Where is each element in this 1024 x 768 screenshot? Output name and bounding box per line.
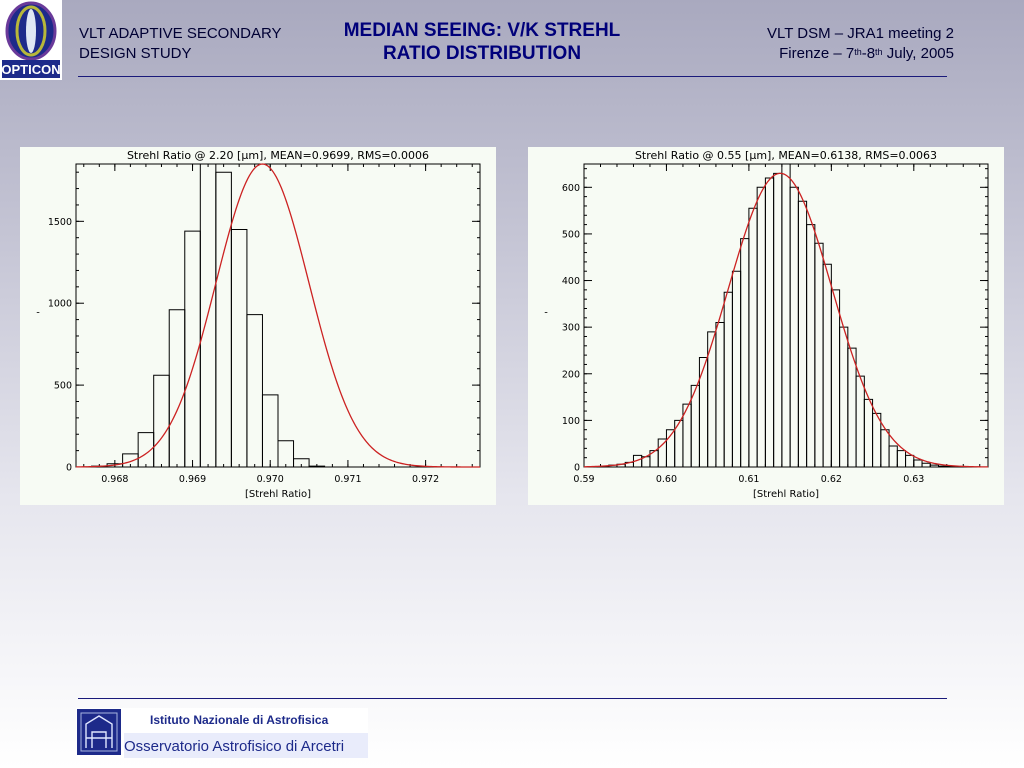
histogram-bin bbox=[855, 375, 865, 467]
histogram-bin bbox=[830, 289, 841, 467]
histogram-bin bbox=[896, 450, 907, 467]
header-right-sup1: th bbox=[854, 47, 862, 57]
y-tick-label: 400 bbox=[562, 276, 580, 287]
histogram-bin bbox=[293, 458, 310, 467]
y-tick-label: 1500 bbox=[48, 217, 72, 228]
plot-frame bbox=[583, 163, 989, 468]
histogram-bin bbox=[888, 445, 898, 467]
footer-line2: Osservatorio Astrofisico di Arcetri bbox=[124, 738, 344, 755]
x-tick-label: 0.59 bbox=[573, 474, 594, 485]
footer-divider bbox=[78, 698, 947, 699]
y-tick-label: 500 bbox=[562, 229, 580, 240]
histogram-chart-k-band: Strehl Ratio @ 2.20 [μm], MEAN=0.9699, R… bbox=[36, 149, 481, 500]
header-right-mid: -8 bbox=[861, 45, 876, 62]
x-tick-label: 0.63 bbox=[903, 474, 924, 485]
histogram-bin bbox=[723, 291, 733, 467]
histogram-bin bbox=[215, 171, 232, 467]
x-tick-label: 0.971 bbox=[334, 474, 361, 485]
histogram-bin bbox=[230, 229, 248, 467]
y-tick-label: 0 bbox=[574, 463, 580, 474]
histogram-bin bbox=[905, 454, 915, 467]
histogram-bin bbox=[781, 163, 791, 467]
histogram-bin bbox=[822, 263, 832, 467]
x-tick-label: 0.972 bbox=[412, 474, 439, 485]
y-axis-label: - bbox=[36, 308, 40, 319]
histogram-bin bbox=[872, 412, 882, 467]
x-axis-label: [Strehl Ratio] bbox=[245, 489, 311, 500]
histogram-bin bbox=[153, 374, 170, 467]
header-right-sup2: th bbox=[875, 47, 883, 57]
histogram-bin bbox=[921, 462, 931, 467]
histogram-bin bbox=[731, 270, 742, 467]
histogram-bin bbox=[806, 224, 816, 467]
x-tick-label: 0.61 bbox=[738, 474, 759, 485]
chart-panel-k-band: Strehl Ratio @ 2.20 [μm], MEAN=0.9699, R… bbox=[20, 147, 496, 505]
gaussian-fit-line bbox=[583, 172, 989, 468]
arcetri-logo: Istituto Nazionale di Astrofisica Osserv… bbox=[76, 708, 368, 758]
header-right-line2: Firenze – 7th-8th July, 2005 bbox=[767, 44, 954, 64]
chart-panel-v-band: Strehl Ratio @ 0.55 [μm], MEAN=0.6138, R… bbox=[528, 147, 1004, 505]
histogram-bin bbox=[168, 309, 186, 467]
header-right-line1: VLT DSM – JRA1 meeting 2 bbox=[766, 25, 954, 42]
chart-title: Strehl Ratio @ 2.20 [μm], MEAN=0.9699, R… bbox=[127, 149, 429, 162]
histogram-bin bbox=[797, 200, 808, 467]
histogram-chart-v-band: Strehl Ratio @ 0.55 [μm], MEAN=0.6138, R… bbox=[544, 149, 989, 500]
histogram-series bbox=[91, 163, 434, 468]
y-tick-label: 600 bbox=[562, 183, 580, 194]
page-title: MEDIAN SEEING: V/K STREHL RATIO DISTRIBU… bbox=[300, 19, 664, 65]
x-tick-label: 0.60 bbox=[656, 474, 677, 485]
page-title-line2: RATIO DISTRIBUTION bbox=[382, 43, 582, 64]
histogram-bin bbox=[261, 394, 279, 467]
header-left-line1: VLT ADAPTIVE SECONDARY bbox=[79, 25, 282, 42]
y-axis-label: - bbox=[544, 308, 548, 319]
histogram-series bbox=[591, 163, 972, 468]
gaussian-fit-line bbox=[75, 163, 480, 468]
histogram-bin bbox=[740, 238, 750, 467]
histogram-bin bbox=[789, 186, 799, 467]
histogram-bin bbox=[880, 429, 890, 467]
histogram-bin bbox=[657, 438, 667, 467]
histogram-bin bbox=[246, 314, 263, 467]
x-tick-label: 0.62 bbox=[821, 474, 842, 485]
histogram-bin bbox=[814, 242, 824, 467]
y-tick-label: 300 bbox=[562, 323, 580, 334]
histogram-bin bbox=[698, 356, 709, 467]
histogram-bin bbox=[308, 465, 326, 467]
opticon-logo: OPTICON bbox=[0, 0, 62, 80]
y-tick-label: 500 bbox=[54, 381, 72, 392]
y-tick-label: 200 bbox=[562, 369, 580, 380]
histogram-bin bbox=[764, 177, 775, 467]
header-left: VLT ADAPTIVE SECONDARY DESIGN STUDY bbox=[79, 24, 282, 64]
histogram-bin bbox=[773, 172, 783, 467]
histogram-bin bbox=[277, 440, 295, 467]
page-title-line1: MEDIAN SEEING: V/K STREHL bbox=[343, 20, 621, 41]
y-tick-label: 0 bbox=[66, 463, 72, 474]
header-right-prefix: Firenze – 7 bbox=[779, 45, 855, 62]
histogram-bin bbox=[863, 398, 874, 467]
header-divider bbox=[78, 76, 947, 77]
chart-title: Strehl Ratio @ 0.55 [μm], MEAN=0.6138, R… bbox=[635, 149, 937, 162]
header-left-line2: DESIGN STUDY bbox=[79, 45, 192, 62]
x-tick-label: 0.969 bbox=[179, 474, 206, 485]
x-tick-label: 0.968 bbox=[101, 474, 128, 485]
histogram-bin bbox=[715, 321, 725, 467]
histogram-bin bbox=[756, 186, 766, 467]
y-tick-label: 100 bbox=[562, 416, 580, 427]
histogram-bin bbox=[748, 207, 758, 467]
opticon-logo-text: OPTICON bbox=[1, 62, 60, 77]
x-tick-label: 0.970 bbox=[257, 474, 284, 485]
x-axis-label: [Strehl Ratio] bbox=[753, 489, 819, 500]
header-right: VLT DSM – JRA1 meeting 2 Firenze – 7th-8… bbox=[767, 24, 954, 64]
header-right-suffix: July, 2005 bbox=[882, 45, 954, 62]
footer-line1: Istituto Nazionale di Astrofisica bbox=[150, 713, 329, 727]
histogram-bin bbox=[913, 459, 923, 467]
histogram-bin bbox=[839, 326, 849, 467]
y-tick-label: 1000 bbox=[48, 299, 72, 310]
histogram-bin bbox=[847, 347, 857, 467]
